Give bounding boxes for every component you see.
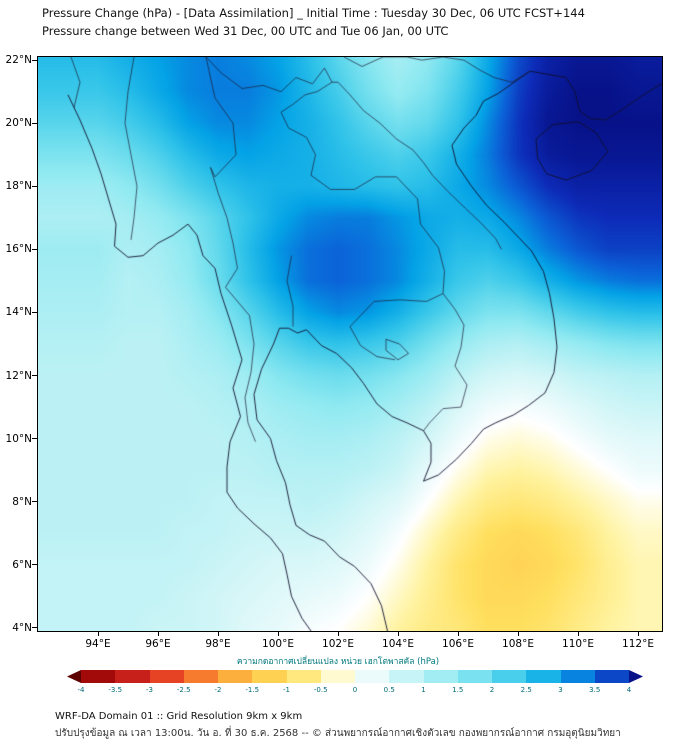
figure-title-line2: Pressure change between Wed 31 Dec, 00 U… (42, 24, 449, 38)
footer-update-info: ปรับปรุงข้อมูล ณ เวลา 13:00น. วัน อ. ที่… (55, 728, 621, 739)
x-tick-label: 110°E (562, 638, 594, 650)
colorbar-tick-label: -4 (77, 686, 85, 694)
colorbar-segment (492, 670, 527, 683)
colorbar-tick-row: -4 -3.5 -3 -2.5 -2 -1.5 -1 -0.5 0 0.5 1 1.5 2 2.5 3 3.5… (0, 686, 676, 696)
colorbar-segment (355, 670, 390, 683)
colorbar-tick-label: -0.5 (313, 686, 328, 694)
colorbar-segment (526, 670, 561, 683)
colorbar-segment (218, 670, 253, 683)
colorbar-segment (560, 670, 595, 683)
colorbar-tick-label: 0.5 (383, 686, 395, 694)
colorbar-left-arrow (67, 670, 81, 683)
colorbar-tick-label: -2 (214, 686, 222, 694)
colorbar-segment (252, 670, 287, 683)
colorbar-segment (423, 670, 458, 683)
colorbar-tick-label: 2.5 (520, 686, 532, 694)
x-tick-label: 94°E (85, 638, 111, 650)
colorbar-segment (457, 670, 492, 683)
pressure-field-canvas (38, 57, 662, 631)
x-tick-label: 108°E (502, 638, 534, 650)
colorbar-tick-label: 2 (489, 686, 495, 694)
colorbar-tick-label: -1 (283, 686, 290, 694)
colorbar-tick-label: 3 (558, 686, 563, 694)
colorbar-segment (286, 670, 321, 683)
x-tick-label: 104°E (382, 638, 414, 650)
x-tick-label: 102°E (322, 638, 354, 650)
y-tick-label: 10°N (5, 432, 32, 445)
colorbar-segment (81, 670, 116, 683)
colorbar-segment (320, 670, 355, 683)
y-tick-label: 18°N (5, 180, 32, 193)
colorbar-segment (149, 670, 184, 683)
colorbar-tick-label: -2.5 (176, 686, 191, 694)
x-tick-label: 100°E (262, 638, 294, 650)
map-plot-area (37, 56, 663, 632)
y-tick-label: 12°N (5, 369, 32, 382)
y-tick-label: 14°N (5, 306, 32, 319)
colorbar-tick-label: -1.5 (245, 686, 260, 694)
colorbar-tick-label: 3.5 (589, 686, 601, 694)
colorbar (81, 670, 629, 683)
figure-title-line1: Pressure Change (hPa) - [Data Assimilati… (42, 6, 585, 20)
colorbar-segment (183, 670, 218, 683)
y-tick-label: 6°N (12, 558, 32, 571)
y-tick-label: 8°N (12, 495, 32, 508)
colorbar-segment (115, 670, 150, 683)
x-tick-label: 98°E (205, 638, 231, 650)
colorbar-tick-label: -3 (146, 686, 153, 694)
colorbar-tick-label: 1 (421, 686, 426, 694)
colorbar-tick-label: 0 (352, 686, 358, 694)
colorbar-tick-label: 1.5 (452, 686, 464, 694)
colorbar-right-arrow (629, 670, 643, 683)
y-tick-label: 16°N (5, 243, 32, 256)
x-tick-label: 106°E (442, 638, 474, 650)
colorbar-segment (389, 670, 424, 683)
y-tick-label: 22°N (5, 54, 32, 67)
colorbar-label: ความกดอากาศเปลี่ยนแปลง หน่วย เฮกโตพาสคัล… (236, 657, 440, 667)
y-tick-label: 4°N (12, 621, 32, 634)
colorbar-tick-label: -3.5 (108, 686, 123, 694)
colorbar-segment (594, 670, 629, 683)
x-tick-label: 112°E (622, 638, 654, 650)
footer-domain-info: WRF-DA Domain 01 :: Grid Resolution 9km … (55, 711, 303, 722)
x-tick-label: 96°E (145, 638, 171, 650)
colorbar-tick-label: 4 (626, 686, 632, 694)
y-tick-label: 20°N (5, 117, 32, 130)
